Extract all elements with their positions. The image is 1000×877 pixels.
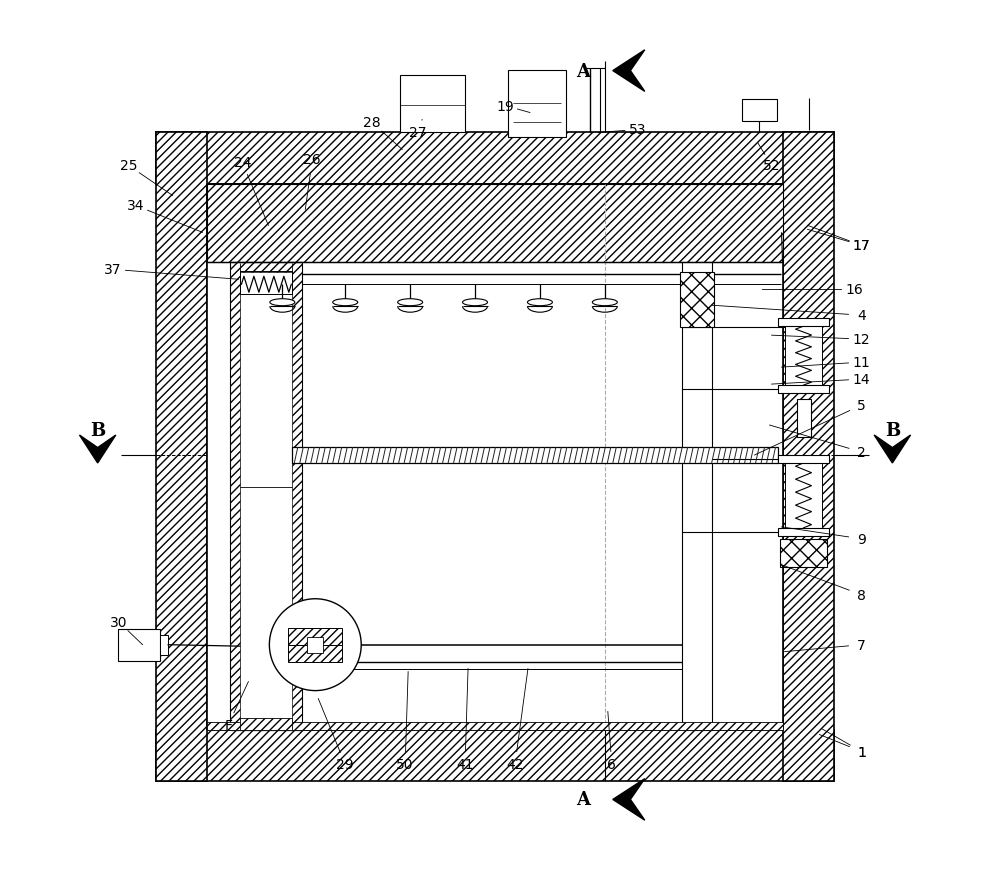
Bar (680, 273, 714, 328)
Text: 26: 26 (303, 153, 321, 168)
Bar (785, 460, 822, 532)
Bar (230, 263, 302, 730)
Bar (778, 528, 829, 536)
Polygon shape (613, 779, 645, 820)
Text: 52: 52 (763, 160, 780, 174)
Text: 2: 2 (857, 446, 866, 460)
Bar (240, 273, 292, 720)
Ellipse shape (463, 299, 488, 306)
Text: 50: 50 (396, 758, 414, 772)
Bar (778, 319, 829, 327)
Bar (797, 400, 811, 438)
Text: 14: 14 (853, 373, 870, 387)
Text: 34: 34 (127, 199, 144, 213)
Text: 28: 28 (363, 117, 381, 131)
Text: 4: 4 (857, 309, 866, 323)
Text: 17: 17 (853, 239, 870, 253)
Text: 17: 17 (853, 239, 870, 253)
Bar (785, 323, 822, 389)
Polygon shape (613, 51, 645, 92)
Text: 16: 16 (846, 283, 863, 297)
Text: F: F (224, 717, 232, 731)
Bar (778, 455, 829, 463)
Text: B: B (885, 422, 900, 439)
Ellipse shape (333, 299, 358, 306)
Text: 5: 5 (857, 399, 866, 412)
Text: 25: 25 (120, 160, 137, 174)
Bar (292, 447, 778, 463)
Text: 1: 1 (857, 745, 866, 759)
Text: 8: 8 (857, 588, 866, 602)
Text: 11: 11 (853, 356, 870, 370)
Bar (742, 99, 777, 121)
Text: A: A (576, 62, 590, 81)
Polygon shape (79, 436, 116, 463)
Text: 19: 19 (496, 99, 514, 113)
Bar (207, 185, 783, 263)
Text: 9: 9 (857, 532, 866, 546)
Bar (288, 645, 342, 662)
Bar (156, 133, 834, 185)
Circle shape (269, 599, 361, 691)
Bar (207, 722, 783, 730)
Bar (508, 70, 566, 139)
Bar (118, 629, 160, 661)
Bar (400, 75, 465, 133)
Ellipse shape (270, 299, 295, 306)
Text: 24: 24 (234, 156, 251, 170)
Bar (682, 263, 712, 730)
Bar (240, 272, 292, 295)
Text: 27: 27 (409, 126, 427, 140)
Bar (307, 637, 323, 652)
Text: 37: 37 (104, 263, 121, 277)
Bar (778, 386, 829, 394)
Text: 6: 6 (607, 758, 616, 772)
Bar (240, 717, 292, 730)
Text: 1: 1 (857, 745, 866, 759)
Ellipse shape (398, 299, 423, 306)
Bar (156, 730, 834, 781)
Polygon shape (874, 436, 911, 463)
Ellipse shape (592, 299, 617, 306)
Text: 30: 30 (110, 615, 127, 629)
Ellipse shape (527, 299, 552, 306)
Bar (783, 133, 834, 781)
Bar (288, 628, 342, 645)
Bar (156, 133, 207, 781)
Bar (160, 635, 168, 655)
Bar (780, 539, 827, 567)
Text: B: B (90, 422, 105, 439)
Text: 7: 7 (857, 638, 866, 652)
Text: 41: 41 (456, 758, 474, 772)
Text: 53: 53 (629, 124, 647, 138)
Text: 29: 29 (336, 758, 354, 772)
Text: 42: 42 (506, 758, 524, 772)
Text: 12: 12 (853, 332, 870, 346)
Bar (207, 185, 783, 730)
Text: A: A (576, 790, 590, 809)
